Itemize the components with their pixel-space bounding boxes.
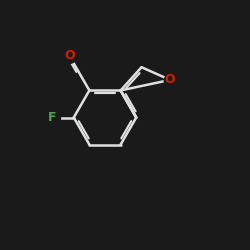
Text: O: O [64, 49, 75, 62]
Text: O: O [165, 74, 175, 86]
Text: O: O [165, 74, 175, 86]
Text: F: F [48, 111, 57, 124]
